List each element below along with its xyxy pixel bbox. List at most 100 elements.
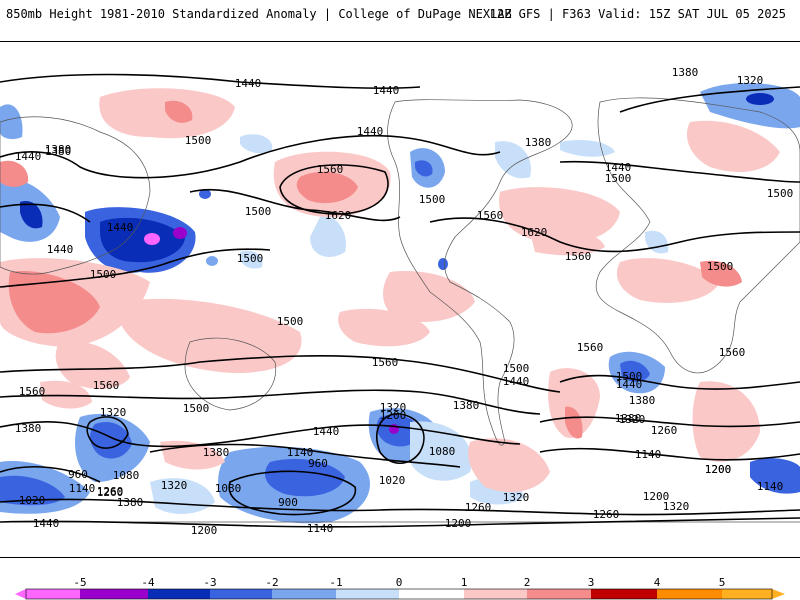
colorbar-tick: 1 [460,576,468,589]
contour-label: 1380 [15,422,42,435]
colorbar-tick: 5 [718,576,726,589]
contour-label: 1320 [100,406,127,419]
colorbar-right-arrow [772,589,785,599]
contour-label: 1320 [503,491,530,504]
contour-label: 1500 [616,370,643,383]
colorbar-segment [80,589,148,599]
contour-label: 1380 [629,394,656,407]
colorbar-segment [272,589,336,599]
contour-label: 1380 [615,412,642,425]
contour-label: 1080 [113,469,140,482]
contour-label: 1560 [477,209,504,222]
colorbar-segment [464,589,527,599]
colorbar-segment [657,589,722,599]
contour-label: 1560 [372,356,399,369]
colorbar-segment [527,589,591,599]
colorbar-tick: 3 [587,576,595,589]
colorbar-segment [210,589,272,599]
contour-label: 1140 [287,446,314,459]
contour-label: 1320 [380,401,407,414]
colorbar-tick: -4 [141,576,155,589]
contour-label: 1200 [705,463,732,476]
contour-label: 1440 [373,84,400,97]
colorbar-tick: 0 [395,576,403,589]
contour-label: 1500 [183,402,210,415]
contour-label: 900 [278,496,298,509]
contour-label: 1440 [33,517,60,530]
contour-label: 1380 [203,446,230,459]
header: 850mb Height 1981-2010 Standardized Anom… [0,0,800,30]
contour-label: 1140 [757,480,784,493]
contour-label: 1380 [672,66,699,79]
contour-label: 1260 [651,424,678,437]
contour-label: 1380 [117,496,144,509]
contour-label: 1560 [317,163,344,176]
contour-label: 1440 [605,161,632,174]
contour-label: 1500 [237,252,264,265]
map-title: 850mb Height 1981-2010 Standardized Anom… [6,7,512,21]
contour-label: 1440 [357,125,384,138]
colorbar-tick: -2 [265,576,279,589]
map-canvas: 1440 1440 1440 1380 1320 1440 1380 1500 … [0,66,800,537]
contour-label: 1020 [379,474,406,487]
contour-label: 1440 [15,150,42,163]
colorbar-segment [722,589,772,599]
contour-label: 1500 [277,315,304,328]
height-contours [0,73,800,528]
contour-label: 1440 [503,375,530,388]
contour-label: 1500 [90,268,117,281]
contour-label: 1200 [191,524,218,537]
contour-label: 960 [68,468,88,481]
contour-label: 1140 [635,448,662,461]
colorbar-segment [26,589,80,599]
colorbar [15,588,785,600]
contour-label: 1560 [565,250,592,263]
contour-label: 1080 [215,482,242,495]
map-panel: 1440 1440 1440 1380 1320 1440 1380 1500 … [0,41,800,558]
colorbar-segment [148,589,210,599]
contour-label: 1500 [245,205,272,218]
contour-label: 1320 [663,500,690,513]
colorbar-segment [591,589,657,599]
run-info: 12Z GFS | F363 Valid: 15Z SAT JUL 05 202… [489,7,786,21]
contour-label: 1440 [47,243,74,256]
contour-label: 1260 [593,508,620,521]
contour-label: 1560 [93,379,120,392]
contour-label: 1200 [643,490,670,503]
contour-label: 1380 [525,136,552,149]
contour-label: 1560 [577,341,604,354]
contour-label: 1140 [69,482,96,495]
contour-label: 1080 [429,445,456,458]
contour-label: 1560 [719,346,746,359]
contour-label: 1500 [707,260,734,273]
contour-label: 1620 [521,226,548,239]
contour-label: 1500 [185,134,212,147]
contour-label: 1200 [380,409,407,422]
contour-label: 1140 [307,522,334,535]
colorbar-segment [336,589,399,599]
contour-label: 1200 [705,463,732,476]
contour-label: 1440 [616,378,643,391]
contour-label: 1560 [19,385,46,398]
contour-label: 1500 [503,362,530,375]
contour-label: 1200 [445,517,472,530]
colorbar-left-arrow [15,589,26,599]
contour-label: 1440 [235,77,262,90]
colorbar-segment [399,589,464,599]
contour-label: 1620 [325,209,352,222]
contour-label: 1320 [737,74,764,87]
contour-label: 960 [308,457,328,470]
contour-label: 1440 [313,425,340,438]
contour-label: 1320 [619,413,646,426]
contour-label: 1320 [161,479,188,492]
contour-label: 1440 [107,221,134,234]
contour-label: 1500 [605,172,632,185]
contour-label: 1380 [453,399,480,412]
colorbar-tick: -1 [329,576,343,589]
contour-label: 1500 [767,187,794,200]
contour-label: 1260 [465,501,492,514]
contour-labels: 1440 1440 1440 1380 1320 1440 1380 1500 … [15,66,794,537]
contour-label: 1260 [97,486,124,499]
contour-label: 1500 [419,193,446,206]
contour-label: 1380 [45,145,72,158]
